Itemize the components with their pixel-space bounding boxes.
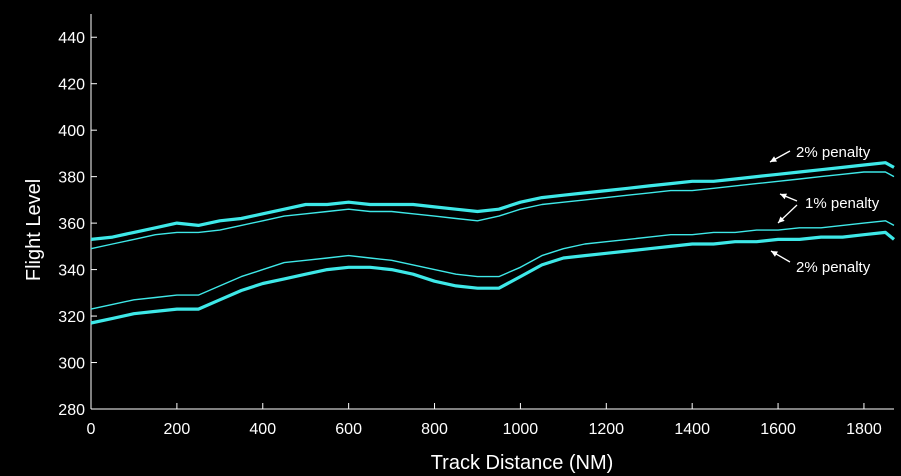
y-tick-label: 280 [58,402,85,419]
y-tick-label: 380 [58,170,85,187]
axes: 280 300 320 340 360 380 400 420 440 0 200 400 600 800… [58,14,894,438]
x-tick-label: 1800 [846,421,882,438]
y-tick-label: 360 [58,216,85,233]
series-line-1 [90,161,895,241]
x-tick-label: 400 [249,421,276,438]
series-line-4 [90,230,896,325]
annotation-label: 1% penalty [805,195,880,212]
y-tick-label: 400 [58,123,85,140]
x-tick-label: 1200 [588,421,624,438]
x-tick-label: 800 [421,421,448,438]
x-tick-label: 600 [335,421,362,438]
x-tick-label: 200 [164,421,191,438]
annotation-arrowhead [778,216,785,223]
annotation-label: 2% penalty [796,259,871,276]
annotation-arrowhead [771,251,778,257]
series-line-3 [90,220,895,310]
y-tick-label: 440 [58,30,85,47]
y-axis-title: Flight Level [23,179,45,281]
y-tick-label: 340 [58,263,85,280]
x-axis-title: Track Distance (NM) [431,452,614,474]
series-lines [90,161,896,325]
x-tick-label: 1600 [760,421,796,438]
x-tick-label: 1000 [503,421,539,438]
series-line-2 [90,171,895,250]
x-tick-label: 1400 [674,421,710,438]
annotation-arrowhead [780,193,787,200]
x-tick-label: 0 [87,421,96,438]
y-tick-label: 320 [58,309,85,326]
y-tick-label: 420 [58,77,85,94]
annotation-label: 2% penalty [796,144,871,161]
y-tick-label: 300 [58,356,85,373]
annotation-arrowhead [770,156,777,162]
annotations: 2% penalty 1% penalty 2% penalty [769,144,880,276]
